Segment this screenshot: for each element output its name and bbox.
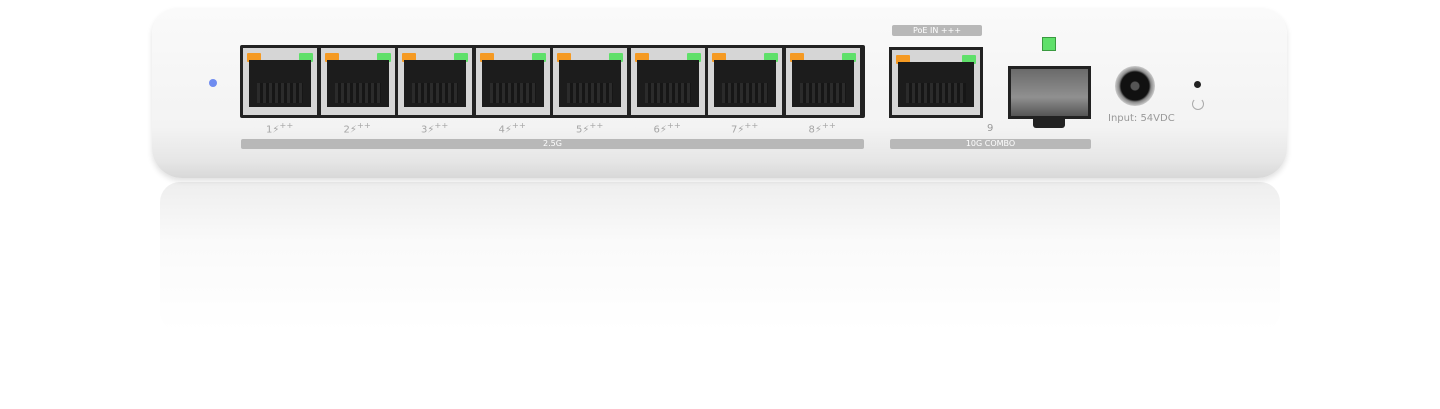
port-number: 3 — [421, 124, 428, 136]
poe-class: ++ — [666, 120, 681, 130]
port-number: 6 — [653, 124, 660, 136]
poe-lightning-icon: ⚡ — [582, 124, 590, 136]
port-led-orange — [557, 53, 571, 62]
rj45-port-3[interactable] — [398, 48, 472, 115]
port-led-orange — [712, 53, 726, 62]
port-label: 1⚡++ — [266, 120, 293, 135]
poe-class: ++ — [511, 120, 526, 130]
poe-lightning-icon: ⚡ — [349, 124, 357, 136]
rj45-port-1[interactable] — [243, 48, 317, 115]
port-socket — [636, 60, 699, 107]
poe-lightning-icon: ⚡ — [814, 124, 822, 136]
rj45-port-5[interactable] — [553, 48, 627, 115]
port-led-orange — [634, 53, 649, 62]
port-led-green — [376, 53, 391, 62]
sfp-latch — [1033, 118, 1065, 128]
rj45-port-bank — [240, 45, 865, 118]
port-socket — [249, 60, 311, 107]
port-led-green — [764, 53, 778, 62]
port-led-green — [454, 53, 468, 62]
port-led-green — [299, 53, 313, 62]
rj45-port-4[interactable] — [475, 48, 550, 115]
reset-button[interactable] — [1194, 81, 1201, 88]
port-9-led-orange — [896, 55, 910, 64]
port-label: 2⚡++ — [344, 120, 371, 135]
poe-class: ++ — [356, 120, 371, 130]
port-led-orange — [247, 53, 261, 62]
poe-in-label: PoE IN +++ — [892, 25, 982, 36]
poe-class: ++ — [434, 120, 449, 130]
port-socket — [404, 60, 466, 107]
poe-in-suffix: +++ — [940, 26, 962, 35]
port-led-green — [841, 53, 856, 62]
port-led-green — [531, 53, 546, 62]
port-led-orange — [402, 53, 416, 62]
reset-icon — [1192, 98, 1204, 110]
port-9 — [889, 47, 983, 118]
poe-class: ++ — [589, 120, 604, 130]
sfp-led — [1042, 37, 1056, 51]
status-led — [209, 79, 217, 87]
port-led-orange — [324, 53, 339, 62]
port-label: 7⚡++ — [731, 120, 758, 135]
poe-class: ++ — [744, 120, 759, 130]
rj45-port-8[interactable] — [785, 48, 860, 115]
port-label: 5⚡++ — [576, 120, 603, 135]
poe-lightning-icon: ⚡ — [659, 124, 667, 136]
port-label: 4⚡++ — [499, 120, 526, 135]
port-9-led-green — [962, 55, 976, 64]
port-led-orange — [789, 53, 804, 62]
port-socket — [559, 60, 621, 107]
poe-lightning-icon: ⚡ — [737, 124, 745, 136]
port-number: 5 — [576, 124, 583, 136]
port-label: 6⚡++ — [654, 120, 681, 135]
group-label-2-5g: 2.5G — [241, 139, 864, 149]
port-socket — [714, 60, 776, 107]
poe-in-text: PoE IN — [912, 26, 939, 35]
port-socket — [326, 60, 389, 107]
port-led-orange — [479, 53, 494, 62]
power-jack — [1115, 66, 1155, 106]
poe-lightning-icon: ⚡ — [427, 124, 435, 136]
poe-class: ++ — [821, 120, 836, 130]
port-label: 3⚡++ — [421, 120, 448, 135]
port-number: 7 — [731, 124, 738, 136]
port-led-green — [686, 53, 701, 62]
port-number: 4 — [498, 124, 505, 136]
port-led-green — [609, 53, 623, 62]
poe-lightning-icon: ⚡ — [504, 124, 512, 136]
port-number: 2 — [343, 124, 350, 136]
combo-label: 10G COMBO — [890, 139, 1091, 149]
poe-class: ++ — [279, 120, 294, 130]
port-socket — [481, 60, 544, 107]
rj45-port-7[interactable] — [708, 48, 782, 115]
port-label: 8⚡++ — [809, 120, 836, 135]
port-number: 1 — [266, 124, 273, 136]
port-number: 8 — [808, 124, 815, 136]
rj45-port-2[interactable] — [320, 48, 395, 115]
sfp-port[interactable] — [1008, 66, 1091, 119]
rj45-port-6[interactable] — [630, 48, 705, 115]
port-9-number: 9 — [987, 123, 994, 134]
poe-lightning-icon: ⚡ — [272, 124, 280, 136]
device-reflection — [160, 182, 1280, 332]
port-socket — [791, 60, 854, 107]
power-input-label: Input: 54VDC — [1108, 113, 1175, 124]
